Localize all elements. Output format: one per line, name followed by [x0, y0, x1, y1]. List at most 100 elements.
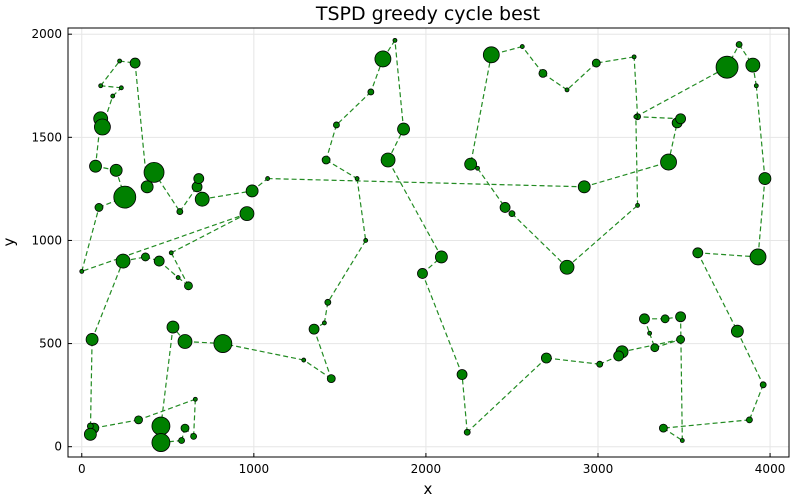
data-point [192, 396, 198, 402]
data-point [321, 155, 331, 165]
route-segment [566, 62, 597, 91]
route-segment [81, 213, 248, 272]
route-segment [566, 204, 638, 268]
data-point [89, 159, 102, 173]
route-segment [193, 399, 196, 437]
data-point [591, 58, 601, 68]
route-segment [134, 63, 148, 187]
data-point [166, 320, 180, 334]
data-point [151, 416, 171, 436]
data-point [94, 203, 104, 212]
data-point [354, 176, 360, 181]
data-point [482, 46, 500, 64]
data-point [324, 298, 332, 306]
chart-title: TSPD greedy cycle best [315, 3, 540, 25]
route-segment [637, 116, 681, 120]
route-segment [170, 213, 248, 254]
route-segment [101, 95, 114, 128]
x-tick-label: 4000 [755, 462, 786, 476]
y-tick-label: 1000 [31, 233, 62, 247]
data-point [321, 320, 327, 326]
data-point [213, 334, 233, 353]
route-segment [160, 326, 174, 427]
data-point [245, 184, 259, 198]
route-segment [356, 178, 367, 241]
route-segment [697, 252, 738, 332]
route-segment [633, 56, 639, 117]
route-segment [511, 213, 568, 268]
route-segment [697, 252, 759, 258]
route-segment [663, 419, 750, 429]
data-point [730, 324, 744, 338]
data-point [559, 259, 575, 275]
route-segment [336, 91, 372, 126]
data-point [367, 88, 375, 96]
data-point [83, 427, 97, 441]
route-segment [394, 40, 405, 130]
route-segment [98, 196, 126, 208]
data-point [660, 314, 670, 324]
data-point [631, 54, 637, 60]
data-point [564, 87, 570, 93]
route-segment [584, 161, 669, 188]
data-point [692, 247, 704, 259]
route-segment [521, 46, 544, 74]
data-point [499, 202, 511, 213]
route-segment [748, 384, 764, 421]
data-point [456, 369, 468, 380]
route-segment [202, 190, 253, 200]
route-segment [325, 159, 358, 180]
data-point [650, 343, 660, 353]
data-point [326, 374, 336, 384]
data-point [676, 335, 685, 344]
data-point [178, 437, 185, 444]
data-point [417, 268, 428, 279]
y-axis-label: y [0, 237, 18, 246]
data-point [633, 114, 639, 120]
y-tick-label: 0 [54, 440, 62, 454]
data-point [184, 281, 193, 291]
data-point [109, 163, 123, 177]
y-tick-label: 1500 [31, 130, 62, 144]
route-segment [667, 122, 678, 163]
data-point [392, 37, 398, 43]
data-point [143, 161, 165, 183]
x-tick-label: 2000 [411, 462, 442, 476]
data-point [753, 83, 759, 89]
route-segment [596, 56, 635, 64]
route-segment [222, 342, 304, 361]
route-segment [370, 58, 384, 93]
route-segment [635, 116, 639, 206]
data-point [758, 172, 772, 185]
data-point [190, 432, 198, 440]
data-point [735, 41, 743, 48]
route-segment [621, 338, 681, 353]
route-segment [100, 85, 122, 89]
route-segment [327, 240, 367, 303]
route-segment [119, 60, 136, 64]
route-segment [542, 72, 568, 91]
route-segment [325, 124, 338, 161]
data-point [140, 180, 154, 194]
data-point [675, 113, 686, 125]
data-point [141, 252, 150, 262]
data-point [374, 50, 392, 68]
data-point [79, 268, 85, 274]
data-point [115, 253, 131, 269]
route-segment [267, 177, 585, 188]
route-segment [466, 357, 547, 433]
data-point [239, 206, 255, 222]
data-point [715, 55, 739, 79]
route-segment [736, 330, 764, 386]
route-segment [421, 273, 463, 375]
y-tick-label: 500 [39, 337, 62, 351]
data-point [660, 153, 677, 171]
data-point [94, 118, 111, 136]
data-point [180, 423, 190, 433]
data-point [176, 208, 184, 215]
data-point [301, 357, 307, 363]
route-segment [461, 374, 468, 433]
data-point [508, 210, 516, 218]
data-point [308, 323, 320, 335]
